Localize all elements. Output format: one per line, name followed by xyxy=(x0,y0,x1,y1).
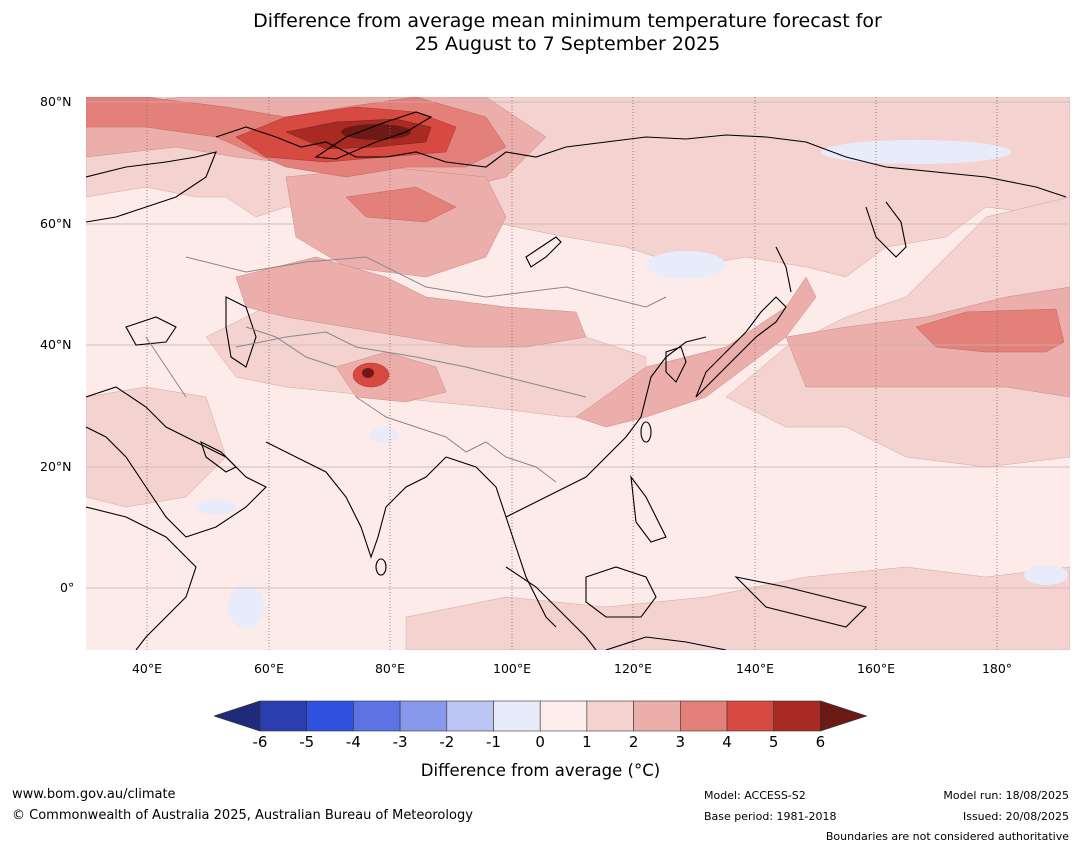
colorbar-tick-label: -5 xyxy=(299,733,315,751)
colorbar-tick-label: 2 xyxy=(628,733,639,751)
model-run-text: Model run: 18/08/2025 xyxy=(943,789,1069,802)
anomaly-band-1-2-west xyxy=(86,386,227,508)
lon-label-140e: 140°E xyxy=(735,661,775,676)
copyright-text: © Commonwealth of Australia 2025, Austra… xyxy=(12,808,473,823)
colorbar-tick-label: 6 xyxy=(815,733,826,751)
website-link[interactable]: www.bom.gov.au/climate xyxy=(12,787,176,802)
colorbar-cell xyxy=(399,700,448,732)
colorbar-arrow-low xyxy=(214,700,261,732)
lon-label-120e: 120°E xyxy=(613,661,653,676)
colorbar-cell xyxy=(493,700,541,732)
anomaly-neg-patch-indian-ocean xyxy=(228,585,264,629)
country-borders xyxy=(145,256,667,483)
colorbar-tick-label: -1 xyxy=(486,733,501,751)
anomaly-band-3-4-siberia xyxy=(345,186,457,223)
map-title-line1: Difference from average mean minimum tem… xyxy=(253,10,882,32)
colorbar-cell xyxy=(259,700,308,732)
lon-label-180: 180° xyxy=(981,661,1013,676)
colorbar-tick-label: -2 xyxy=(439,733,455,751)
anomaly-band-3-4-pacific xyxy=(915,308,1065,353)
lat-label-20n: 20°N xyxy=(40,459,72,474)
latitude-gridlines xyxy=(86,101,1070,589)
model-text: Model: ACCESS-S2 xyxy=(704,789,806,802)
anomaly-neg-patch-mongolia xyxy=(646,251,726,279)
anomaly-band-6-plus-tibet xyxy=(362,368,374,378)
anomaly-band-2-3-siberia xyxy=(285,166,507,278)
colorbar-tick-label: 3 xyxy=(675,733,686,751)
anomaly-neg-patch-arabia xyxy=(196,499,236,515)
colorbar-cell xyxy=(586,700,634,732)
colorbar-tick-label: 0 xyxy=(535,733,545,751)
colorbar-tick-label: 5 xyxy=(768,733,779,751)
lon-label-160e: 160°E xyxy=(856,661,896,676)
colorbar-tick-label: 4 xyxy=(722,733,732,751)
colorbar-tick-label: -4 xyxy=(345,733,361,751)
lon-label-60e: 60°E xyxy=(253,661,285,676)
colorbar-cell xyxy=(306,700,354,732)
anomaly-band-2-3-central xyxy=(235,256,587,348)
colorbar-cell xyxy=(353,700,401,732)
colorbar-label: Difference from average (°C) xyxy=(420,761,661,780)
colorbar-cell xyxy=(773,700,821,732)
lon-label-100e: 100°E xyxy=(492,661,532,676)
lon-label-40e: 40°E xyxy=(131,661,163,676)
longitude-gridlines xyxy=(146,97,998,650)
map-title: Difference from average mean minimum tem… xyxy=(0,10,1081,56)
colorbar-cell xyxy=(726,700,775,732)
colorbar-cell xyxy=(679,700,728,732)
colorbar xyxy=(214,700,868,732)
colorbar-arrow-high xyxy=(820,700,868,732)
colorbar-tick-label: -3 xyxy=(392,733,408,751)
lon-label-80e: 80°E xyxy=(374,661,406,676)
colorbar-cell xyxy=(539,700,588,732)
map-title-line2: 25 August to 7 September 2025 xyxy=(414,33,721,55)
anomaly-neg-patch-pacific xyxy=(1024,565,1068,585)
colorbar-tick-label: 1 xyxy=(582,733,592,751)
issued-text: Issued: 20/08/2025 xyxy=(962,810,1069,823)
anomaly-band-6-plus-arctic xyxy=(341,124,411,140)
lat-label-40n: 40°N xyxy=(40,337,72,352)
base-period-text: Base period: 1981-2018 xyxy=(704,810,837,823)
colorbar-cell xyxy=(446,700,494,732)
lat-label-0: 0° xyxy=(60,580,75,595)
lat-label-80n: 80°N xyxy=(40,94,72,109)
lat-label-60n: 60°N xyxy=(40,216,72,231)
coastlines xyxy=(86,111,1067,650)
disclaimer-text: Boundaries are not considered authoritat… xyxy=(825,830,1069,843)
colorbar-cell xyxy=(633,700,681,732)
anomaly-neg-patch-bering xyxy=(821,140,1011,164)
colorbar-tick-label: -6 xyxy=(252,733,268,751)
anomaly-map xyxy=(86,97,1070,650)
anomaly-neg-patch-india xyxy=(370,427,398,443)
